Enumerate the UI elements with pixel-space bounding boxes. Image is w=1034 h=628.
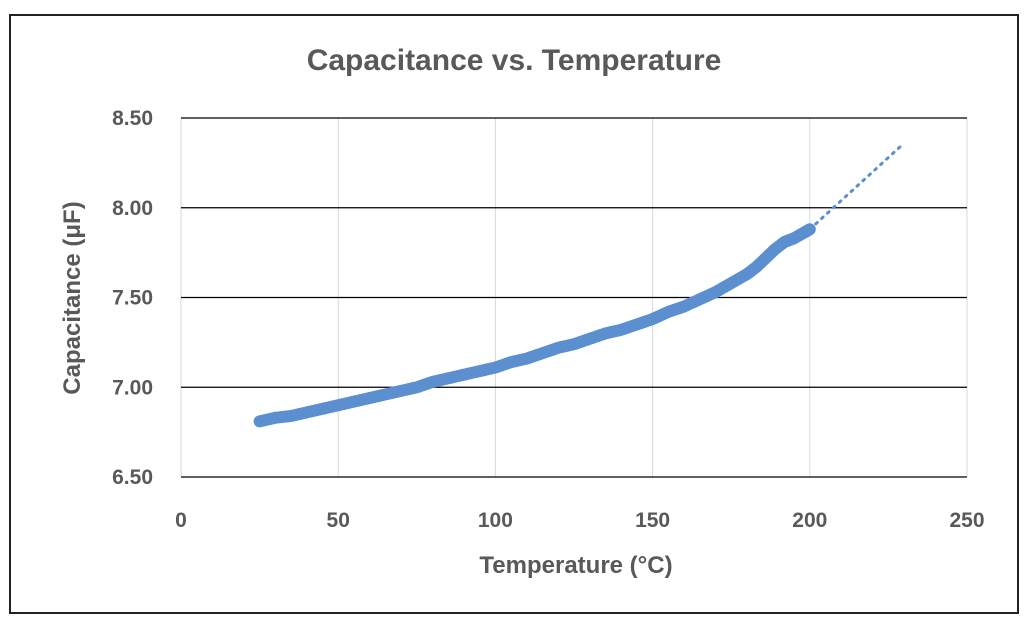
trendline: [808, 141, 906, 231]
y-axis-ticks: 6.50 7.00 7.50 8.00 8.50: [112, 107, 153, 489]
y-tick-label: 7.50: [112, 287, 153, 310]
x-axis-label: Temperature (°C): [479, 552, 672, 579]
chart-title: Capacitance vs. Temperature: [307, 44, 722, 77]
x-tick-label: 50: [327, 509, 350, 532]
y-tick-label: 8.50: [112, 107, 153, 130]
data-points: [253, 223, 816, 428]
y-tick-label: 6.50: [112, 466, 153, 489]
x-tick-label: 250: [949, 509, 984, 532]
x-tick-label: 100: [478, 509, 513, 532]
y-tick-label: 7.00: [112, 376, 153, 399]
x-axis-ticks: 0 50 100 150 200 250: [175, 509, 984, 532]
x-tick-label: 0: [175, 509, 187, 532]
x-tick-label: 150: [635, 509, 670, 532]
y-axis-label: Capacitance (μF): [59, 201, 86, 394]
grid: [180, 117, 968, 478]
chart-frame: [9, 14, 1019, 614]
x-tick-label: 200: [792, 509, 827, 532]
y-tick-label: 8.00: [112, 197, 153, 220]
trendline-path: [808, 141, 906, 231]
